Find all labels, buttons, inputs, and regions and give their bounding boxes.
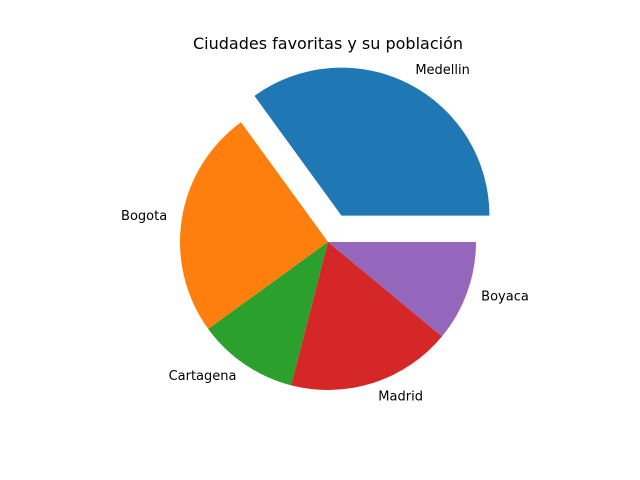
pie-slice-boyaca	[328, 242, 476, 337]
pie-label-madrid: Madrid	[378, 389, 423, 404]
pie-label-medellin: Medellin	[415, 63, 470, 78]
pie-slice-cartagena	[208, 242, 328, 386]
pie-label-boyaca: Boyaca	[481, 290, 529, 305]
pie-slices	[180, 67, 490, 390]
pie-labels: Medellin Bogota Cartagena Madrid Boyaca	[121, 63, 529, 404]
pie-slice-madrid	[291, 242, 443, 390]
pie-slice-medellin	[254, 67, 490, 216]
pie-slice-bogota	[180, 122, 328, 329]
pie-label-cartagena: Cartagena	[169, 369, 237, 384]
pie-label-bogota: Bogota	[121, 209, 167, 224]
chart-title: Ciudades favoritas y su población	[193, 34, 463, 53]
